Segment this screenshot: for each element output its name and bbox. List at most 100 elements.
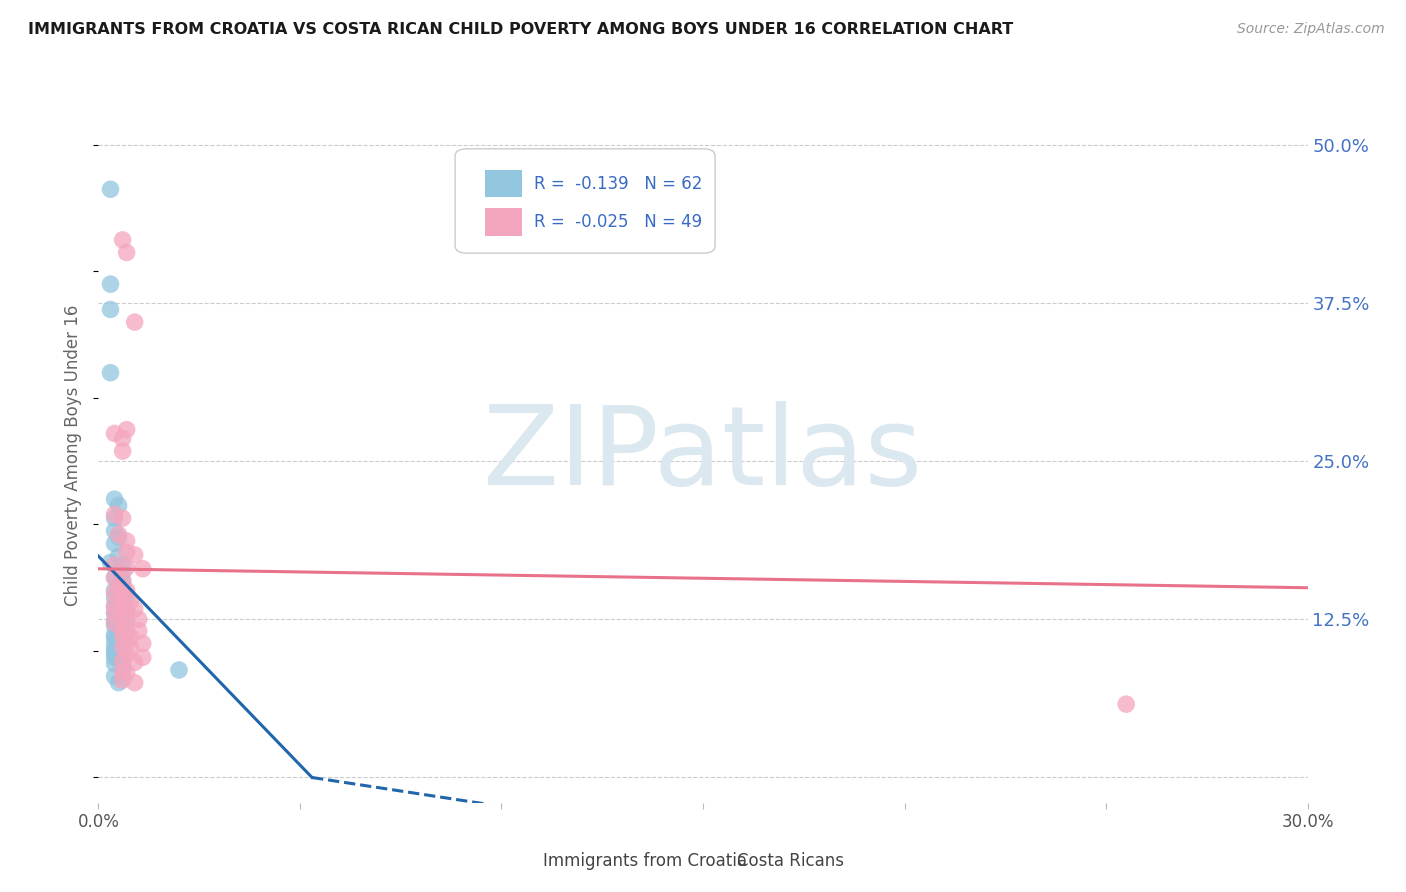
Point (120, 630, 142, 644)
Point (111, 432, 134, 446)
Text: Costa Ricans: Costa Ricans (737, 852, 844, 870)
Point (111, 654, 134, 668)
Point (111, 233, 134, 247)
Point (107, 620, 129, 634)
Point (128, 612, 150, 626)
Point (115, 245, 138, 260)
Point (103, 426, 125, 441)
Point (111, 665, 134, 679)
Point (100, 556, 122, 570)
Point (111, 635, 134, 649)
Point (107, 584, 129, 599)
Point (111, 624, 134, 638)
Point (103, 618, 125, 632)
Point (111, 574, 134, 589)
Point (111, 597, 134, 611)
Point (103, 657, 125, 671)
Point (103, 583, 125, 598)
Point (103, 571, 125, 585)
Point (124, 675, 146, 690)
Bar (485, 169, 522, 197)
Point (107, 675, 129, 690)
Point (115, 665, 138, 680)
Point (115, 590, 138, 604)
Point (111, 611, 134, 625)
Point (132, 636, 155, 650)
Point (107, 648, 129, 662)
Point (115, 560, 138, 574)
Point (107, 527, 129, 541)
Point (111, 511, 134, 525)
Point (115, 635, 138, 649)
Text: R =  -0.025   N = 49: R = -0.025 N = 49 (534, 213, 702, 231)
Point (120, 641, 142, 656)
Point (103, 536, 125, 550)
Point (107, 601, 129, 615)
Point (1115, 697, 1137, 711)
Point (107, 615, 129, 629)
Point (111, 581, 134, 595)
Point (111, 566, 134, 580)
Point (111, 611, 134, 625)
Point (111, 640, 134, 655)
Point (111, 673, 134, 687)
Point (103, 669, 125, 683)
Point (111, 640, 134, 655)
Point (115, 607, 138, 622)
Point (111, 659, 134, 673)
Point (103, 627, 125, 641)
Point (111, 593, 134, 607)
Point (103, 591, 125, 605)
Point (103, 524, 125, 538)
Bar (485, 208, 522, 235)
Point (120, 595, 142, 609)
Point (103, 599, 125, 614)
Point (111, 602, 134, 616)
FancyBboxPatch shape (456, 149, 716, 253)
Point (103, 650, 125, 665)
Point (111, 629, 134, 643)
Text: ZIPatlas: ZIPatlas (484, 401, 922, 508)
Point (100, 182, 122, 196)
Point (107, 581, 129, 595)
Bar (703, 848, 730, 872)
Text: R =  -0.139   N = 62: R = -0.139 N = 62 (534, 175, 702, 193)
Point (107, 607, 129, 622)
Point (107, 651, 129, 665)
Point (107, 593, 129, 607)
Text: IMMIGRANTS FROM CROATIA VS COSTA RICAN CHILD POVERTY AMONG BOYS UNDER 16 CORRELA: IMMIGRANTS FROM CROATIA VS COSTA RICAN C… (28, 22, 1014, 37)
Point (100, 302, 122, 317)
Point (115, 648, 138, 662)
Point (107, 644, 129, 658)
Point (124, 548, 146, 562)
Text: Source: ZipAtlas.com: Source: ZipAtlas.com (1237, 22, 1385, 37)
Point (107, 629, 129, 643)
Point (115, 612, 138, 626)
Point (115, 603, 138, 617)
Point (115, 423, 138, 437)
Point (115, 618, 138, 632)
Bar (509, 848, 536, 872)
Point (107, 639, 129, 653)
Point (103, 638, 125, 652)
Point (115, 545, 138, 559)
Point (107, 596, 129, 610)
Point (100, 366, 122, 380)
Point (132, 650, 155, 665)
Point (103, 586, 125, 600)
Text: Immigrants from Croatia: Immigrants from Croatia (543, 852, 748, 870)
Point (111, 573, 134, 587)
Point (103, 511, 125, 525)
Point (111, 587, 134, 601)
Point (128, 624, 150, 638)
Point (115, 625, 138, 640)
Point (103, 492, 125, 507)
Point (103, 571, 125, 585)
Point (111, 599, 134, 614)
Point (111, 558, 134, 572)
Point (107, 549, 129, 563)
Point (111, 623, 134, 637)
Point (124, 656, 146, 670)
Point (115, 583, 138, 598)
Point (103, 616, 125, 631)
